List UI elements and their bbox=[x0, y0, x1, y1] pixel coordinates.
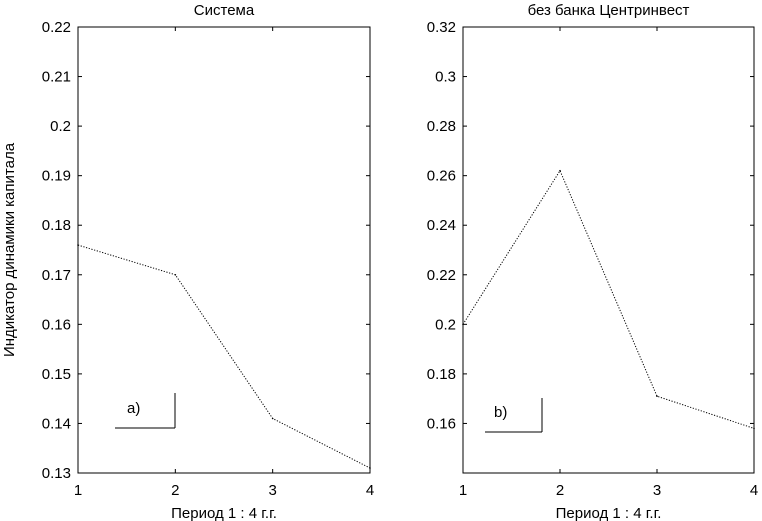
chart1-annotation-label: a) bbox=[127, 400, 140, 417]
chart1-xtick-label: 4 bbox=[366, 482, 374, 499]
chart1-ytick-label: 0.18 bbox=[42, 217, 71, 234]
chart2-annotation-label: b) bbox=[494, 404, 507, 421]
chart1-xtick-label: 1 bbox=[74, 482, 82, 499]
chart2-ytick-label: 0.22 bbox=[427, 267, 456, 284]
chart2-ytick-label: 0.24 bbox=[427, 217, 456, 234]
chart1-xtick-label: 2 bbox=[171, 482, 179, 499]
chart2-ytick-label: 0.18 bbox=[427, 366, 456, 383]
chart2-axes-box bbox=[462, 26, 755, 474]
chart2-ytick-label: 0.32 bbox=[427, 19, 456, 36]
chart1-data-point bbox=[369, 467, 371, 469]
chart2-ytick-label: 0.26 bbox=[427, 168, 456, 185]
y-axis-label: Индикатор динамики капитала bbox=[1, 142, 18, 357]
chart1-axes-box bbox=[77, 26, 371, 474]
chart2-ytick-label: 0.3 bbox=[435, 69, 456, 86]
chart2-data-point bbox=[656, 395, 658, 397]
chart1-title: Система bbox=[194, 2, 255, 19]
chart2-data-point bbox=[559, 169, 561, 172]
chart2-series-line bbox=[462, 169, 755, 429]
chart1-ytick-label: 0.2 bbox=[50, 118, 71, 135]
chart2-xtick-label: 3 bbox=[653, 482, 661, 499]
chart1-data-point bbox=[271, 417, 274, 420]
chart1-ytick-label: 0.17 bbox=[42, 267, 71, 284]
chart2-xtick-label: 2 bbox=[556, 482, 564, 499]
chart1-xtick-label: 3 bbox=[268, 482, 276, 499]
chart1-ytick-label: 0.22 bbox=[42, 19, 71, 36]
chart2-data-point bbox=[753, 427, 755, 430]
chart1-ytick-label: 0.15 bbox=[42, 366, 71, 383]
chart2-ytick-label: 0.16 bbox=[427, 415, 456, 432]
chart2-title: без банка Центринвест bbox=[528, 2, 690, 19]
chart1-ytick-label: 0.13 bbox=[42, 465, 71, 482]
chart1-ytick-label: 0.16 bbox=[42, 316, 71, 333]
chart2-xtick-label: 1 bbox=[459, 482, 467, 499]
chart1-x-axis-label: Период 1 : 4 г.г. bbox=[171, 505, 277, 521]
chart2-data-point bbox=[462, 323, 464, 326]
chart2-x-axis-label: Период 1 : 4 г.г. bbox=[556, 505, 662, 521]
chart1-data-point bbox=[174, 273, 177, 276]
chart1-ytick-label: 0.14 bbox=[42, 415, 71, 432]
chart1-ytick-label: 0.19 bbox=[42, 168, 71, 185]
chart2-ytick-label: 0.2 bbox=[435, 316, 456, 333]
chart2-ytick-label: 0.28 bbox=[427, 118, 456, 135]
chart1-ytick-label: 0.21 bbox=[42, 69, 71, 86]
chart1-series-line bbox=[77, 244, 371, 469]
chart2-xtick-label: 4 bbox=[750, 482, 758, 499]
chart1-data-point bbox=[77, 244, 79, 246]
